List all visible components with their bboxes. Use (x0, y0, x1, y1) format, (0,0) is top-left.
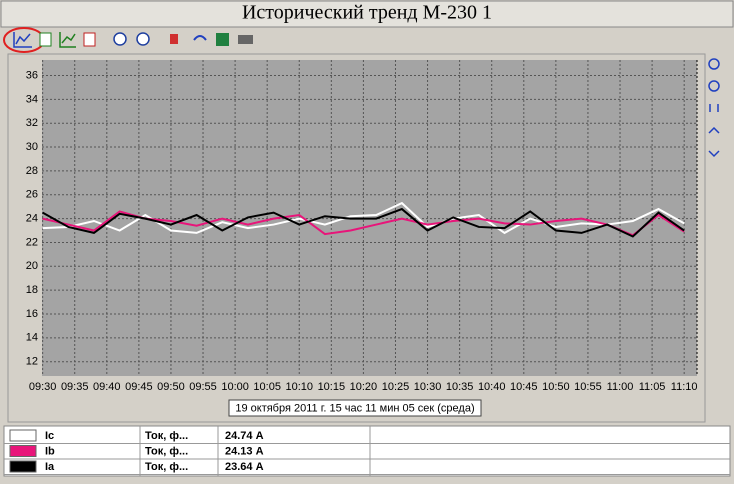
y-tick-label: 14 (26, 332, 38, 344)
y-tick-label: 24 (26, 213, 38, 225)
side-tools (708, 58, 720, 158)
tool-chart[interactable] (59, 32, 76, 48)
legend-value: 23.64 А (225, 461, 264, 473)
x-tick-label: 10:30 (414, 381, 442, 393)
y-tick-label: 12 (26, 356, 38, 368)
x-tick-label: 10:40 (478, 381, 506, 393)
tool-zoom-in[interactable] (113, 32, 127, 46)
tool-trend[interactable] (13, 32, 32, 48)
tool-print[interactable] (238, 35, 253, 44)
legend-swatch (9, 460, 37, 473)
cursor-label: 19 октября 2011 г. 15 час 11 мин 05 сек … (235, 402, 474, 414)
legend: Ic Ток, ф... 24.74 А Ib Ток, ф... 24.13 А Ia То… (4, 426, 730, 476)
legend-description: Ток, ф... (145, 445, 188, 457)
x-tick-label: 10:00 (221, 381, 249, 393)
x-tick-label: 10:25 (382, 381, 410, 393)
y-tick-label: 36 (26, 69, 38, 81)
y-tick-label: 34 (26, 93, 38, 105)
x-tick-label: 11:00 (607, 381, 634, 393)
x-tick-label: 10:20 (350, 381, 378, 393)
x-tick-label: 10:45 (510, 381, 538, 393)
y-tick-label: 30 (26, 141, 38, 153)
cursor-box (228, 399, 482, 417)
side-fit[interactable] (709, 104, 719, 112)
x-tick-label: 11:10 (671, 381, 698, 393)
series-line (42, 201, 685, 235)
legend-name: Ib (45, 445, 55, 457)
series-line (42, 207, 685, 238)
legend-swatch (9, 445, 37, 457)
tool-doc[interactable] (39, 32, 52, 47)
tool-excel[interactable] (216, 33, 229, 46)
y-tick-label: 28 (26, 165, 38, 177)
x-tick-label: 09:35 (61, 381, 89, 393)
x-tick-label: 09:30 (29, 381, 57, 393)
y-tick-label: 32 (26, 117, 38, 129)
legend-name: Ic (45, 430, 54, 442)
x-tick-label: 09:45 (125, 381, 153, 393)
y-tick-label: 16 (26, 308, 38, 320)
y-tick-label: 26 (26, 189, 38, 201)
y-tick-label: 18 (26, 284, 38, 296)
tool-refresh[interactable] (170, 34, 178, 44)
series-lines (42, 201, 685, 238)
x-tick-label: 10:35 (446, 381, 474, 393)
tool-delete[interactable] (83, 32, 96, 47)
tool-zoom-out[interactable] (136, 32, 150, 46)
title-bar (0, 0, 734, 28)
legend-swatch (9, 429, 37, 442)
x-tick-label: 09:40 (93, 381, 121, 393)
x-tick-label: 09:50 (157, 381, 185, 393)
x-tick-label: 10:55 (574, 381, 602, 393)
x-tick-label: 09:55 (189, 381, 217, 393)
window-title: Исторический тренд М-230 1 (242, 2, 492, 24)
x-tick-label: 10:05 (253, 381, 281, 393)
legend-value: 24.13 А (225, 445, 264, 457)
legend-table (3, 425, 731, 477)
legend-value: 24.74 А (225, 430, 264, 442)
y-tick-label: 22 (26, 236, 38, 248)
legend-description: Ток, ф... (145, 430, 188, 442)
axis-labels: 12 14 16 18 20 22 24 26 28 30 32 34 36 09:30 09:35 09:4… (26, 69, 698, 392)
x-tick-label: 11:05 (639, 381, 666, 393)
legend-name: Ia (45, 461, 55, 473)
side-down[interactable] (708, 150, 720, 158)
legend-description: Ток, ф... (145, 461, 188, 473)
tool-undo[interactable] (193, 35, 207, 41)
y-tick-label: 20 (26, 260, 38, 272)
x-tick-label: 10:50 (542, 381, 570, 393)
x-tick-label: 10:15 (318, 381, 346, 393)
x-tick-label: 10:10 (285, 381, 313, 393)
toolbar (3, 27, 253, 53)
side-zoom-out[interactable] (708, 80, 720, 92)
side-zoom-in[interactable] (708, 58, 720, 70)
side-up[interactable] (708, 126, 720, 134)
